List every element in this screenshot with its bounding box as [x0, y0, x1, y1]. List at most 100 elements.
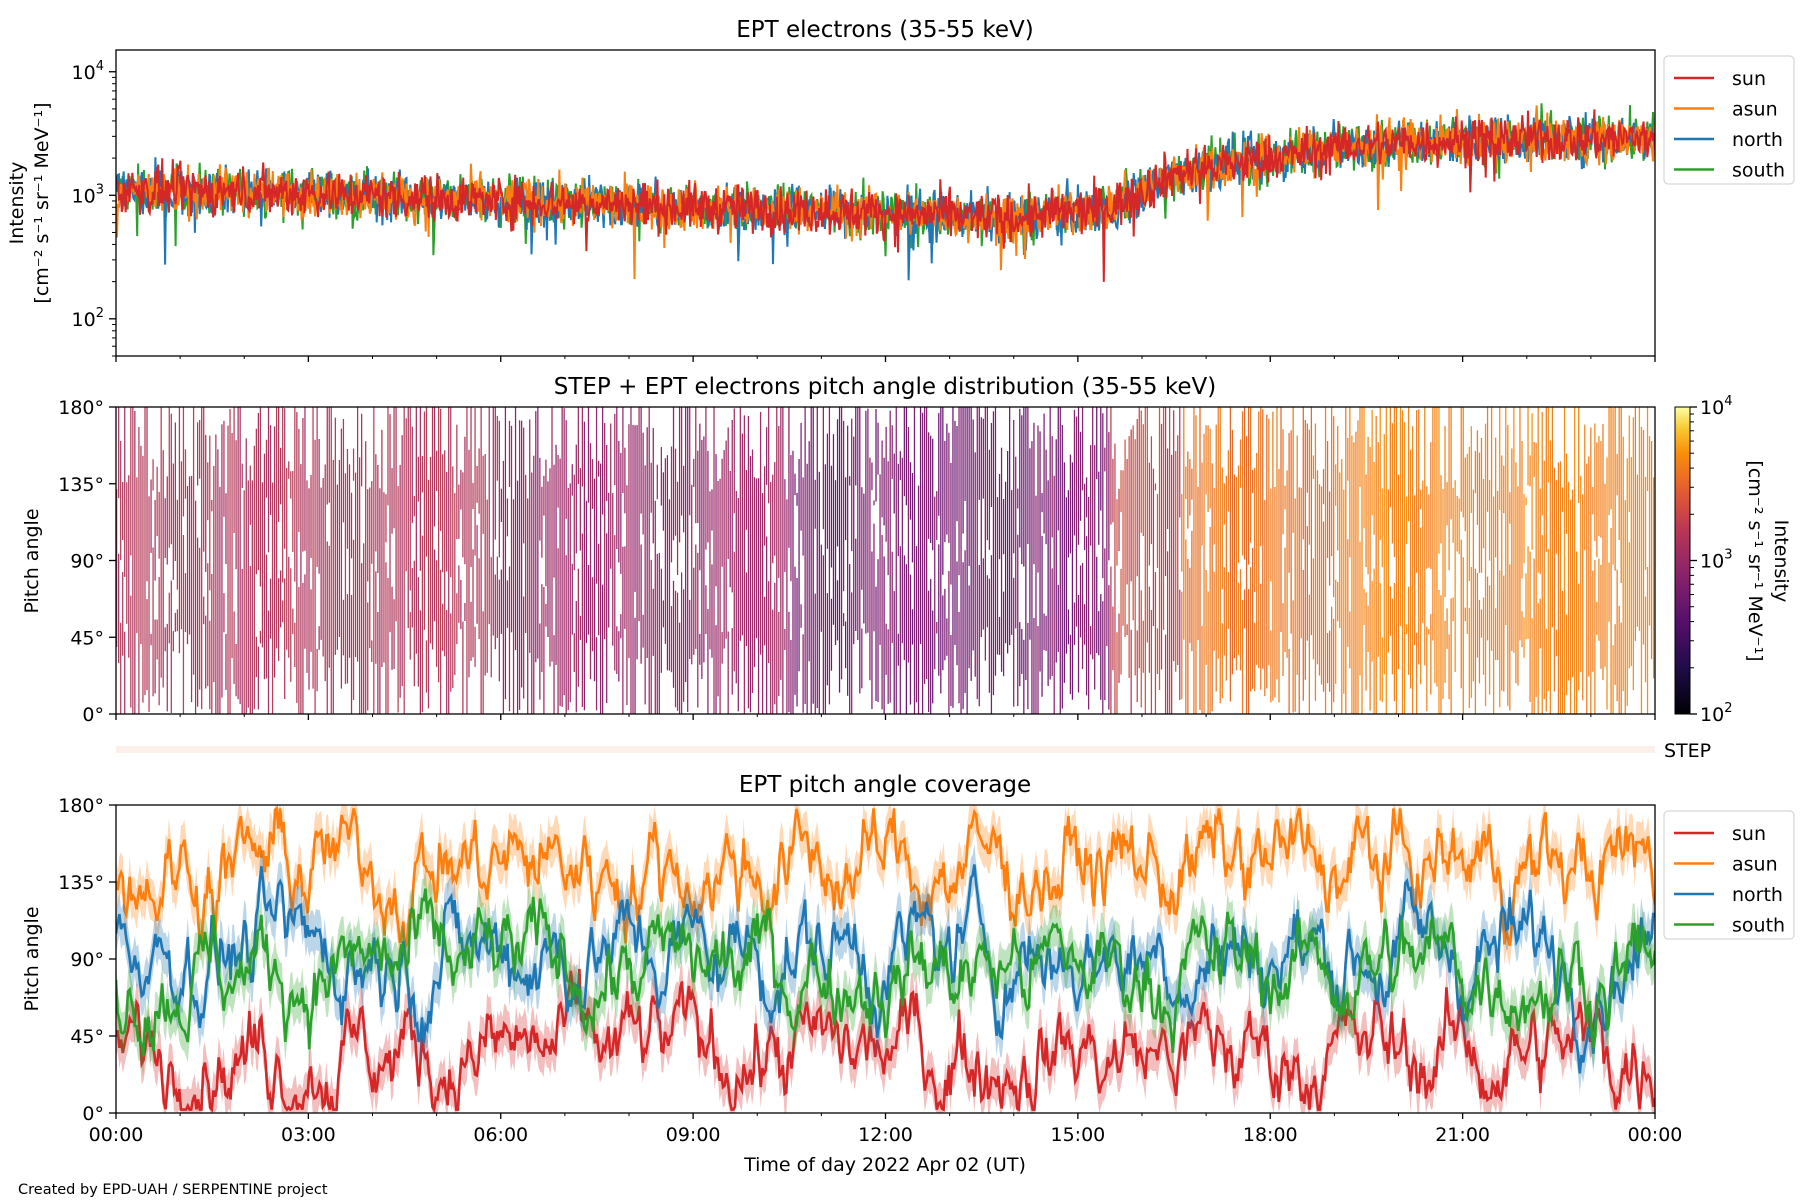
heatmap-cell: [656, 554, 658, 714]
heatmap-cell: [1227, 572, 1229, 629]
heatmap-cell: [650, 462, 652, 513]
heatmap-cell: [577, 568, 579, 687]
heatmap-cell: [988, 578, 991, 693]
heatmap-column: [1507, 425, 1509, 706]
heatmap-column: [948, 432, 950, 714]
heatmap-column: [148, 496, 150, 712]
heatmap-column: [567, 488, 569, 711]
heatmap-cell: [361, 413, 363, 487]
heatmap-column: [723, 450, 725, 649]
heatmap-column: [1201, 462, 1203, 714]
heatmap-cell: [1592, 570, 1594, 672]
heatmap-cell: [729, 471, 731, 588]
heatmap-cell: [1399, 407, 1402, 626]
heatmap-cell: [310, 475, 312, 558]
heatmap-column: [306, 480, 308, 673]
heatmap-column: [899, 451, 901, 714]
heatmap-cell: [571, 464, 573, 496]
heatmap-column: [733, 408, 735, 672]
heatmap-column: [828, 407, 831, 705]
heatmap-cell: [709, 491, 711, 650]
heatmap-column: [1405, 496, 1408, 634]
heatmap-column: [1011, 490, 1013, 635]
heatmap-column: [294, 407, 296, 667]
heatmap-cell: [1377, 442, 1379, 657]
heatmap-cell: [203, 407, 205, 552]
heatmap-cell: [1614, 407, 1616, 571]
heatmap-cell: [411, 568, 413, 628]
heatmap-column: [531, 472, 533, 714]
heatmap-cell: [1047, 480, 1049, 686]
heatmap-cell: [1264, 500, 1266, 697]
heatmap-column: [1326, 441, 1329, 684]
heatmap-column: [1096, 407, 1098, 653]
heatmap-cell: [610, 423, 612, 569]
heatmap-column: [713, 407, 715, 714]
heatmap-cell: [1120, 569, 1122, 675]
heatmap-column: [897, 463, 899, 666]
heatmap-column: [1331, 407, 1333, 714]
heatmap-column: [1646, 407, 1649, 714]
heatmap-column: [1391, 423, 1394, 675]
heatmap-column: [770, 482, 772, 714]
heatmap-cell: [545, 603, 547, 627]
heatmap-cell: [1624, 500, 1626, 714]
heatmap-column: [1474, 450, 1477, 714]
heatmap-cell: [587, 565, 590, 635]
heatmap-cell: [152, 459, 154, 491]
heatmap-cell: [990, 422, 993, 507]
heatmap-column: [122, 482, 124, 656]
heatmap-cell: [227, 425, 229, 714]
heatmap-column: [1292, 407, 1294, 713]
panel1-ytick-label: 104: [72, 59, 104, 84]
heatmap-cell: [1081, 407, 1084, 491]
heatmap-column: [1529, 455, 1531, 702]
heatmap-cell: [1600, 441, 1602, 538]
heatmap-cell: [836, 580, 839, 641]
heatmap-cell: [1000, 447, 1003, 672]
heatmap-cell: [1478, 599, 1481, 684]
heatmap-column: [1239, 439, 1242, 671]
heatmap-cell: [1049, 407, 1051, 680]
heatmap-cell: [1367, 605, 1369, 652]
heatmap-column: [1088, 497, 1090, 710]
heatmap-column: [966, 407, 968, 714]
heatmap-cell: [804, 407, 806, 704]
step-coverage-bar: [116, 746, 1655, 753]
heatmap-cell: [273, 426, 276, 678]
heatmap-cell: [1187, 451, 1189, 529]
heatmap-cell: [391, 586, 393, 670]
heatmap-column: [448, 407, 450, 714]
heatmap-column: [836, 419, 839, 641]
heatmap-cell: [930, 579, 932, 714]
panel1-ylabel-line1: Intensity: [6, 162, 28, 245]
heatmap-cell: [1592, 487, 1594, 515]
heatmap-column: [1090, 445, 1092, 655]
heatmap-cell: [1243, 589, 1246, 629]
heatmap-column: [703, 436, 705, 663]
heatmap-cell: [440, 408, 442, 531]
heatmap-cell: [923, 407, 926, 684]
heatmap-cell: [563, 408, 565, 696]
heatmap-cell: [705, 585, 707, 634]
heatmap-cell: [1371, 410, 1373, 516]
heatmap-column: [998, 474, 1001, 655]
heatmap-column: [1472, 489, 1475, 682]
heatmap-column: [1598, 436, 1600, 641]
heatmap-column: [1626, 458, 1628, 706]
heatmap-column: [205, 434, 207, 689]
heatmap-cell: [1345, 407, 1347, 714]
heatmap-cell: [527, 498, 529, 714]
heatmap-cell: [901, 457, 903, 644]
heatmap-column: [571, 464, 573, 635]
heatmap-cell: [1175, 451, 1177, 672]
heatmap-cell: [1274, 487, 1276, 698]
heatmap-column: [889, 410, 891, 703]
heatmap-cell: [1361, 407, 1363, 714]
heatmap-column: [610, 423, 612, 569]
heatmap-column: [209, 435, 211, 710]
heatmap-cell: [393, 407, 395, 529]
heatmap-cell: [235, 644, 237, 697]
heatmap-cell: [1486, 576, 1489, 641]
heatmap-cell: [1438, 407, 1440, 554]
